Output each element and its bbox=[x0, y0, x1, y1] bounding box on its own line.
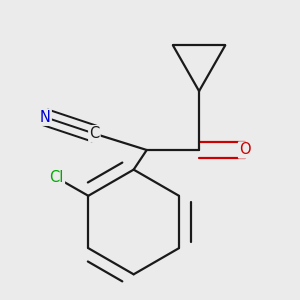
Text: N: N bbox=[40, 110, 51, 125]
Text: O: O bbox=[239, 142, 251, 158]
Text: Cl: Cl bbox=[50, 170, 64, 185]
Text: C: C bbox=[89, 126, 100, 141]
